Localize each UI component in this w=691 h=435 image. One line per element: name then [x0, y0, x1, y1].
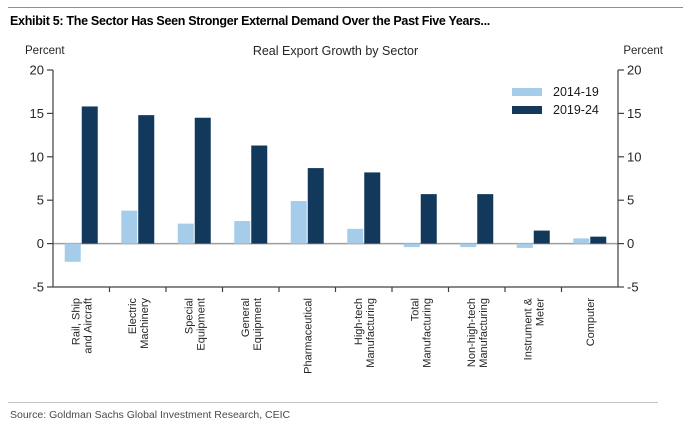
y-tick-label-right: 10 [627, 149, 641, 164]
legend-swatch-2019-24 [512, 106, 542, 114]
bar-2014-19-c4 [290, 201, 307, 244]
bar-2019-24-c0 [81, 106, 98, 244]
bar-2019-24-c6 [420, 194, 437, 244]
y-tick-label-right: -5 [627, 280, 639, 295]
left-axis-unit-label: Percent [25, 45, 65, 57]
bar-2014-19-c1 [121, 210, 138, 244]
bar-2014-19-c5 [347, 228, 364, 244]
top-divider [8, 7, 683, 8]
bar-2019-24-c1 [138, 115, 155, 244]
bar-2019-24-c3 [251, 145, 268, 244]
category-label-c0: Rail, Shipand Aircraft [70, 298, 94, 354]
legend-label: 2014-19 [553, 85, 599, 99]
category-label-c3: GeneralEquipment [240, 298, 264, 351]
category-label-c6: TotalManufacturing [409, 298, 433, 368]
exhibit-title: Exhibit 5: The Sector Has Seen Stronger … [10, 14, 490, 28]
legend-swatch-2014-19 [512, 88, 542, 96]
legend: 2014-19 2019-24 [512, 84, 599, 120]
category-label-c8: Instrument &Meter [522, 297, 546, 360]
category-label-c7: Non-high-techManufacturing [466, 298, 490, 368]
y-tick-label-left: 15 [30, 106, 44, 121]
y-tick-label-left: 0 [37, 236, 44, 251]
bar-2014-19-c8 [516, 243, 533, 248]
bar-2019-24-c4 [307, 168, 324, 244]
legend-label: 2019-24 [553, 103, 599, 117]
bar-2019-24-c2 [194, 117, 211, 244]
category-label-c2: SpecialEquipment [183, 298, 207, 351]
y-tick-label-left: 10 [30, 149, 44, 164]
category-label-c9: Computer [585, 298, 597, 347]
bottom-divider [8, 402, 658, 403]
bar-2014-19-c6 [403, 243, 420, 248]
y-tick-label-right: 20 [627, 63, 641, 78]
right-axis-unit-label: Percent [623, 45, 663, 57]
bar-2014-19-c3 [234, 221, 251, 244]
bar-2019-24-c5 [364, 172, 381, 244]
bar-2014-19-c2 [177, 223, 194, 244]
source-line: Source: Goldman Sachs Global Investment … [10, 409, 291, 421]
y-tick-label-right: 15 [627, 106, 641, 121]
y-tick-label-right: 5 [627, 193, 634, 208]
bar-2019-24-c9 [590, 236, 607, 244]
y-tick-label-right: 0 [627, 236, 634, 251]
bar-2014-19-c0 [64, 243, 81, 262]
bar-2014-19-c7 [460, 243, 477, 248]
bar-2019-24-c7 [477, 194, 494, 244]
y-tick-label-left: 5 [37, 193, 44, 208]
category-label-c5: High-techManufacturing [353, 298, 377, 368]
y-tick-label-left: 20 [30, 63, 44, 78]
chart-title: Real Export Growth by Sector [252, 44, 419, 58]
legend-item: 2014-19 [512, 84, 599, 100]
legend-item: 2019-24 [512, 102, 599, 118]
bar-2019-24-c8 [533, 230, 550, 244]
y-tick-label-left: -5 [32, 280, 44, 295]
category-label-c4: Pharmaceutical [302, 298, 314, 374]
bar-2014-19-c9 [573, 238, 590, 244]
category-label-c1: ElectricMachinery [127, 298, 151, 349]
